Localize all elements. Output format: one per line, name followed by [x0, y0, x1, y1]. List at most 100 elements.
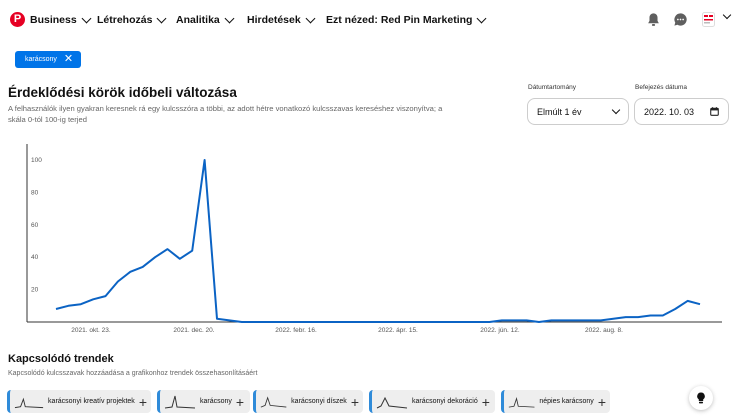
data-point[interactable] — [524, 317, 530, 323]
top-navigation: P Business Létrehozás Analitika Hirdetés… — [0, 0, 740, 40]
data-point[interactable] — [214, 316, 220, 322]
x-tick-label: 2021. dec. 20. — [173, 327, 214, 334]
nav-ads[interactable]: Hirdetések — [247, 13, 316, 26]
data-point[interactable] — [561, 317, 567, 323]
data-point[interactable] — [660, 313, 666, 319]
related-trend-label: népies karácsony — [539, 398, 594, 405]
data-point[interactable] — [202, 157, 208, 163]
date-range-label: Dátumtartomány — [528, 84, 577, 91]
data-point[interactable] — [152, 254, 158, 260]
data-point[interactable] — [103, 293, 109, 299]
nav-account-switcher[interactable]: Ezt nézed: Red Pin Marketing — [326, 13, 487, 26]
data-point[interactable] — [301, 319, 307, 325]
data-point[interactable] — [647, 313, 653, 319]
x-tick-label: 2022. ápr. 15. — [378, 327, 418, 334]
data-point[interactable] — [598, 317, 604, 323]
data-point[interactable] — [177, 256, 183, 262]
chevron-down-icon[interactable] — [722, 10, 732, 20]
add-icon[interactable]: + — [138, 393, 147, 410]
y-tick-label: 100 — [31, 157, 42, 164]
nav-analytics[interactable]: Analitika — [176, 13, 235, 26]
data-point[interactable] — [685, 298, 691, 304]
data-point[interactable] — [412, 319, 418, 325]
data-point[interactable] — [276, 319, 282, 325]
y-tick-label: 60 — [31, 222, 39, 229]
chevron-down-icon — [611, 105, 621, 114]
calendar-icon[interactable] — [710, 107, 719, 116]
data-point[interactable] — [387, 319, 393, 325]
data-point[interactable] — [486, 319, 492, 325]
data-point[interactable] — [239, 319, 245, 325]
data-point[interactable] — [449, 319, 455, 325]
related-trend-chip[interactable]: karácsony + — [157, 390, 250, 413]
data-point[interactable] — [53, 306, 59, 312]
series-line[interactable] — [55, 159, 701, 323]
related-trend-label: karácsonyi díszek — [291, 398, 347, 405]
related-trend-label: karácsonyi dekoráció — [412, 398, 478, 405]
data-point[interactable] — [511, 317, 517, 323]
data-point[interactable] — [140, 264, 146, 270]
x-tick-label: 2022. aug. 8. — [585, 327, 623, 334]
related-trends-subtitle: Kapcsolódó kulcsszavak hozzáadása a graf… — [8, 370, 258, 377]
data-point[interactable] — [127, 269, 133, 275]
add-icon[interactable]: + — [481, 393, 490, 410]
related-trend-chip[interactable]: karácsonyi díszek + — [253, 390, 363, 413]
data-point[interactable] — [586, 317, 592, 323]
data-point[interactable] — [610, 316, 616, 322]
bell-icon[interactable] — [646, 12, 661, 27]
data-point[interactable] — [288, 319, 294, 325]
data-point[interactable] — [313, 319, 319, 325]
related-trend-label: karácsonyi kreatív projektek — [48, 398, 135, 405]
data-point[interactable] — [164, 246, 170, 252]
pinterest-logo-icon[interactable]: P — [10, 12, 25, 27]
data-point[interactable] — [78, 301, 84, 307]
date-range-select[interactable]: Elmúlt 1 év — [527, 98, 629, 125]
data-point[interactable] — [325, 319, 331, 325]
chevron-down-icon — [476, 13, 487, 23]
data-point[interactable] — [189, 248, 195, 254]
data-point[interactable] — [251, 319, 257, 325]
data-point[interactable] — [548, 317, 554, 323]
data-point[interactable] — [437, 319, 443, 325]
data-point[interactable] — [462, 319, 468, 325]
nav-business[interactable]: Business — [30, 13, 92, 26]
data-point[interactable] — [499, 317, 505, 323]
data-point[interactable] — [375, 319, 381, 325]
add-icon[interactable]: + — [350, 393, 359, 410]
related-trend-chip[interactable]: népies karácsony + — [501, 390, 610, 413]
data-point[interactable] — [573, 317, 579, 323]
data-point[interactable] — [474, 319, 480, 325]
data-point[interactable] — [350, 319, 356, 325]
data-point[interactable] — [363, 319, 369, 325]
data-point[interactable] — [338, 319, 344, 325]
data-point[interactable] — [623, 314, 629, 320]
related-trend-chip[interactable]: karácsonyi kreatív projektek + — [7, 390, 151, 413]
sparkline-icon — [260, 395, 287, 408]
data-point[interactable] — [697, 301, 703, 307]
help-button[interactable] — [689, 386, 713, 410]
sparkline-icon — [508, 396, 535, 408]
data-point[interactable] — [65, 303, 71, 309]
data-point[interactable] — [90, 296, 96, 302]
data-point[interactable] — [226, 317, 232, 323]
data-point[interactable] — [672, 306, 678, 312]
data-point[interactable] — [264, 319, 270, 325]
data-point[interactable] — [115, 279, 121, 285]
nav-create[interactable]: Létrehozás — [97, 13, 167, 26]
add-icon[interactable]: + — [235, 393, 245, 410]
keyword-filter-chip[interactable]: karácsony ✕ — [15, 51, 82, 68]
sparkline-icon — [14, 397, 44, 408]
messages-icon[interactable] — [673, 12, 688, 27]
account-avatar-icon[interactable] — [702, 12, 715, 27]
nav-account-label: Ezt nézed: Red Pin Marketing — [326, 14, 473, 26]
end-date-input[interactable]: 2022. 10. 03 — [634, 98, 729, 125]
add-icon[interactable]: + — [597, 393, 606, 410]
related-trend-chip[interactable]: karácsonyi dekoráció + — [369, 390, 495, 413]
data-point[interactable] — [400, 319, 406, 325]
data-point[interactable] — [425, 319, 431, 325]
data-point[interactable] — [635, 314, 641, 320]
data-point[interactable] — [536, 319, 542, 325]
close-icon[interactable]: ✕ — [63, 53, 74, 65]
nav-analytics-label: Analitika — [176, 14, 220, 26]
sparkline-icon — [164, 395, 196, 408]
